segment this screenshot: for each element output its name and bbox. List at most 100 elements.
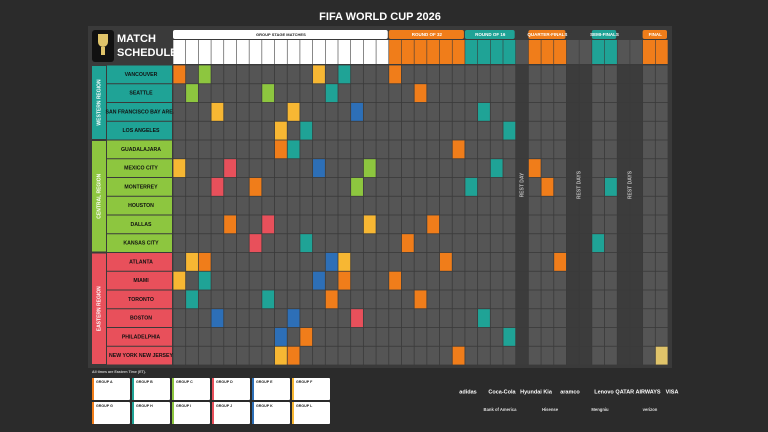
schedule-cell — [198, 234, 211, 253]
schedule-cell — [389, 177, 402, 196]
schedule-cell — [198, 121, 211, 140]
schedule-cell — [363, 234, 376, 253]
schedule-cell — [351, 121, 363, 140]
schedule-cell — [516, 159, 528, 178]
region-label: CENTRAL REGION — [96, 173, 102, 218]
schedule-cell — [643, 309, 655, 328]
schedule-cell — [490, 65, 503, 84]
schedule-cell — [554, 234, 567, 253]
schedule-cell — [643, 140, 655, 159]
date-header — [566, 40, 579, 64]
schedule-cell — [579, 140, 592, 159]
schedule-cell — [655, 102, 668, 121]
schedule-cell — [579, 196, 592, 215]
schedule-cell — [173, 121, 186, 140]
schedule-cell — [516, 65, 528, 84]
schedule-cell — [579, 121, 592, 140]
schedule-cell — [211, 121, 224, 140]
schedule-cell — [630, 84, 643, 103]
date-header — [452, 40, 465, 64]
stage-label: ROUND OF 16 — [475, 32, 506, 37]
schedule-cell — [211, 215, 224, 234]
city-cell — [107, 328, 172, 346]
schedule-cell — [503, 65, 516, 84]
city-label: MIAMI — [133, 278, 149, 284]
schedule-cell — [439, 196, 452, 215]
schedule-cell — [325, 346, 338, 365]
schedule-cell — [452, 84, 465, 103]
schedule-cell — [173, 102, 186, 121]
schedule-cell — [211, 234, 224, 253]
schedule-cell — [287, 215, 300, 234]
schedule-cell — [351, 234, 363, 253]
schedule-cell — [224, 102, 237, 121]
schedule-cell — [186, 215, 198, 234]
schedule-cell — [313, 234, 325, 253]
group-stripe — [92, 402, 94, 424]
schedule-cell — [351, 252, 363, 271]
schedule-cell — [427, 234, 440, 253]
date-header — [300, 40, 313, 64]
date-header — [350, 40, 364, 64]
schedule-cell — [173, 309, 186, 328]
schedule-cell — [604, 327, 617, 346]
schedule-cell — [236, 196, 249, 215]
schedule-cell — [186, 346, 198, 365]
schedule-cell — [389, 271, 402, 290]
schedule-cell — [516, 234, 528, 253]
schedule-cell — [287, 290, 300, 309]
schedule-cell — [478, 102, 490, 121]
schedule-cell — [503, 177, 516, 196]
schedule-cell — [554, 140, 567, 159]
schedule-cell — [643, 196, 655, 215]
schedule-cell — [478, 140, 490, 159]
schedule-cell — [224, 84, 237, 103]
schedule-cell — [338, 309, 351, 328]
schedule-cell — [566, 65, 579, 84]
sponsor: Coca-Cola — [488, 389, 516, 395]
schedule-cell — [604, 215, 617, 234]
schedule-cell — [401, 309, 414, 328]
schedule-cell — [389, 290, 402, 309]
supporter: Hisense — [542, 407, 559, 412]
schedule-cell — [554, 271, 567, 290]
city-cell — [107, 215, 172, 234]
schedule-cell — [566, 252, 579, 271]
schedule-cell — [376, 327, 389, 346]
group-label: GROUP K — [256, 404, 273, 408]
schedule-cell — [592, 159, 605, 178]
schedule-cell — [313, 309, 325, 328]
schedule-cell — [274, 65, 287, 84]
schedule-cell — [313, 290, 325, 309]
city-label: NEW YORK NEW JERSEY — [109, 353, 173, 359]
schedule-cell — [516, 84, 528, 103]
schedule-cell — [236, 309, 249, 328]
schedule-cell — [528, 252, 541, 271]
schedule-cell — [236, 290, 249, 309]
schedule-cell — [465, 140, 478, 159]
schedule-cell — [439, 271, 452, 290]
group-label: GROUP B — [136, 380, 153, 384]
schedule-cell — [516, 346, 528, 365]
schedule-cell — [630, 177, 643, 196]
schedule-cell — [389, 121, 402, 140]
schedule-cell — [211, 177, 224, 196]
schedule-cell — [592, 65, 605, 84]
schedule-cell — [363, 252, 376, 271]
schedule-cell — [439, 290, 452, 309]
schedule-cell — [617, 252, 630, 271]
stage-label: SEMI-FINALS — [590, 32, 619, 37]
schedule-cell — [503, 140, 516, 159]
schedule-cell — [186, 196, 198, 215]
schedule-cell — [554, 159, 567, 178]
schedule-cell — [579, 252, 592, 271]
region-bar — [92, 253, 106, 364]
schedule-cell — [376, 121, 389, 140]
schedule-cell — [338, 121, 351, 140]
schedule-cell — [351, 290, 363, 309]
date-header — [274, 40, 287, 64]
date-header — [376, 40, 389, 64]
schedule-cell — [490, 102, 503, 121]
date-header — [439, 40, 452, 64]
schedule-cell — [300, 309, 313, 328]
